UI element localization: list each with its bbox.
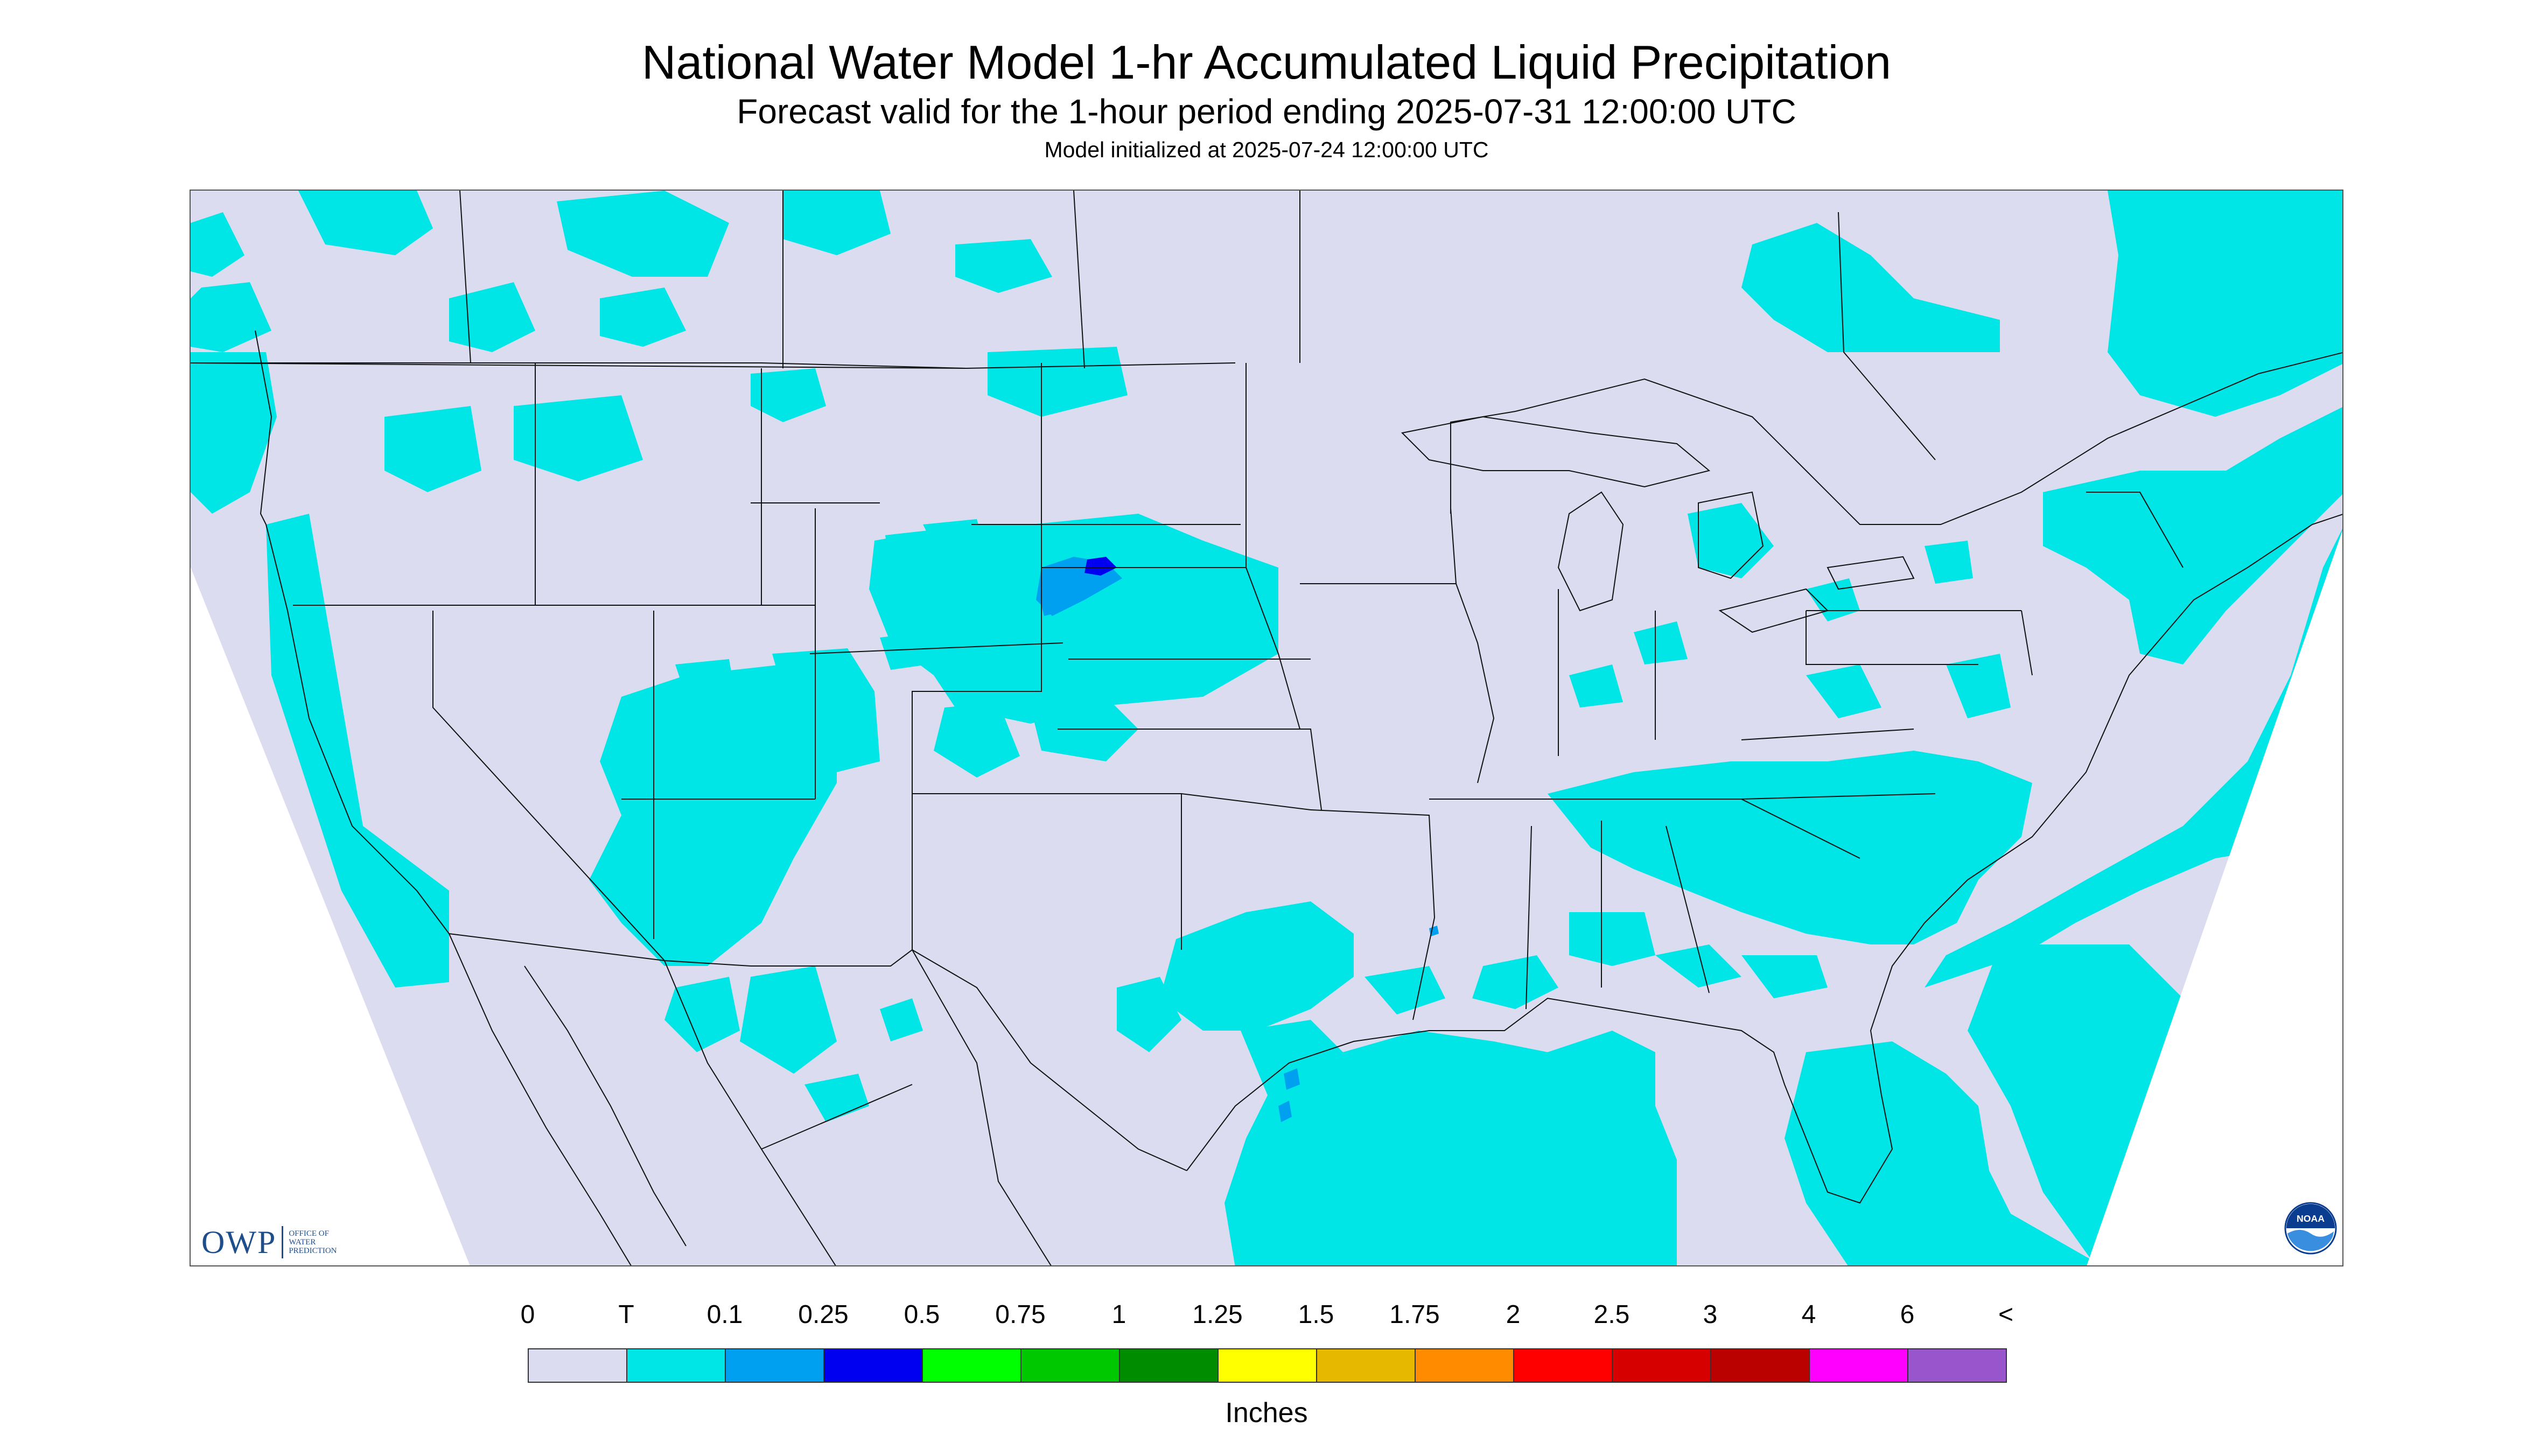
legend-swatch bbox=[1217, 1348, 1317, 1383]
legend-tick-label: 3 bbox=[1703, 1300, 1718, 1329]
legend-tick-label: 1 bbox=[1111, 1300, 1126, 1329]
legend-tick-label: 0.1 bbox=[706, 1300, 743, 1329]
legend-tick-label: 6 bbox=[1900, 1300, 1915, 1329]
legend-tick-label: T bbox=[618, 1300, 634, 1329]
legend-tick-label: 1.75 bbox=[1389, 1300, 1440, 1329]
legend-swatch bbox=[1907, 1348, 2007, 1383]
outside-domain-left bbox=[191, 568, 470, 1265]
map-title: National Water Model 1-hr Accumulated Li… bbox=[641, 36, 1892, 89]
legend-swatch bbox=[922, 1348, 1021, 1383]
political-boundaries bbox=[191, 191, 2342, 1265]
model-init-label: Model initialized at 2025-07-24 12:00:00… bbox=[1044, 137, 1489, 162]
legend-swatch bbox=[528, 1348, 627, 1383]
legend-tick-label: 1.25 bbox=[1192, 1300, 1243, 1329]
noaa-logo-text: NOAA bbox=[2297, 1213, 2325, 1224]
legend-swatch bbox=[1612, 1348, 1711, 1383]
legend-tick-label: 0.75 bbox=[995, 1300, 1046, 1329]
legend-units: Inches bbox=[1225, 1397, 1308, 1429]
legend-swatch bbox=[1020, 1348, 1120, 1383]
legend-tick-label: 0.25 bbox=[798, 1300, 849, 1329]
noaa-logo: NOAA bbox=[2284, 1202, 2337, 1255]
moderate-precip-areas bbox=[1084, 557, 1117, 576]
legend-swatch bbox=[1316, 1348, 1416, 1383]
owp-logo-text: OFFICE OF WATER PREDICTION bbox=[289, 1229, 337, 1255]
legend-tick-label: < bbox=[1998, 1300, 2014, 1329]
legend-swatch bbox=[1710, 1348, 1810, 1383]
map-subtitle: Forecast valid for the 1-hour period end… bbox=[737, 92, 1796, 131]
legend-tick-label: 0 bbox=[520, 1300, 535, 1329]
legend-swatch bbox=[1415, 1348, 1514, 1383]
legend-swatch bbox=[1809, 1348, 1908, 1383]
legend-swatch bbox=[725, 1348, 824, 1383]
legend-tick-label: 0.5 bbox=[904, 1300, 940, 1329]
legend-swatch bbox=[1513, 1348, 1613, 1383]
owp-logo-divider bbox=[282, 1226, 284, 1258]
precipitation-map: OWP OFFICE OF WATER PREDICTION NOAA bbox=[190, 190, 2343, 1266]
legend-swatch bbox=[823, 1348, 923, 1383]
legend: 0 T 0.1 0.25 0.5 0.75 1 1.25 1.5 1.75 2 2.5 3 4 6 < Inc… bbox=[0, 1282, 2533, 1454]
owp-logo-mark: OWP bbox=[201, 1224, 277, 1260]
legend-tick-label: 1.5 bbox=[1298, 1300, 1334, 1329]
owp-logo: OWP OFFICE OF WATER PREDICTION bbox=[201, 1224, 337, 1260]
legend-tick-label: 2 bbox=[1506, 1300, 1521, 1329]
legend-tick-label: 4 bbox=[1801, 1300, 1816, 1329]
legend-tick-label: 2.5 bbox=[1593, 1300, 1630, 1329]
legend-swatch bbox=[626, 1348, 726, 1383]
map-canvas bbox=[191, 191, 2342, 1265]
legend-swatch bbox=[1119, 1348, 1219, 1383]
header: National Water Model 1-hr Accumulated Li… bbox=[0, 0, 2533, 178]
trace-precip-areas bbox=[191, 191, 2342, 1265]
